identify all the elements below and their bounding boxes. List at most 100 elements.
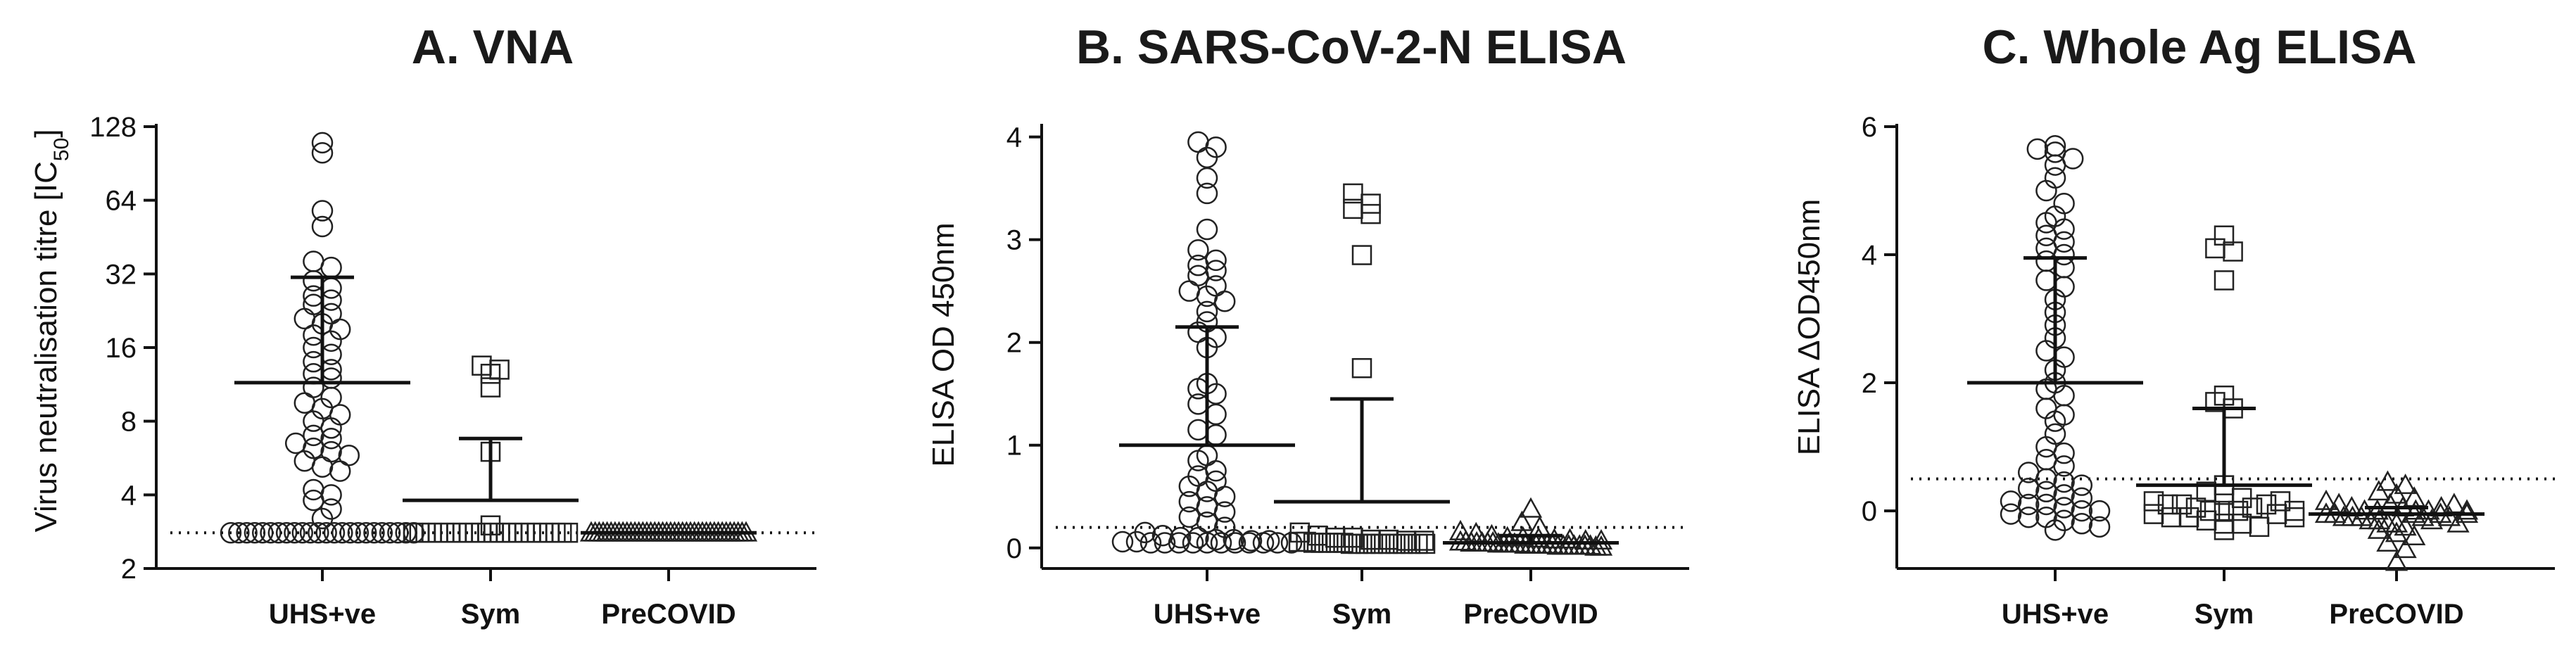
y-axis-label-vna: Virus neutralisation titre [IC50] [29, 129, 73, 532]
data-point-circle [236, 521, 258, 544]
data-point-square [2242, 497, 2263, 518]
data-point-circle [267, 521, 290, 544]
data-point-circle [1205, 424, 1227, 446]
data-point-triangle [1448, 519, 1472, 540]
y-tick-label: 4 [1862, 240, 1877, 271]
data-point-circle [260, 521, 282, 544]
data-point-circle [1213, 485, 1236, 508]
data-point-circle [320, 427, 342, 450]
x-category-label: UHS+ve [269, 599, 376, 630]
x-category-label: UHS+ve [2002, 599, 2109, 630]
data-point-circle [303, 489, 324, 512]
data-point-triangle [2385, 483, 2408, 504]
data-point-square [1413, 531, 1434, 551]
data-point-circle [1266, 532, 1289, 554]
data-point-square [1351, 245, 1372, 265]
data-point-triangle [2376, 531, 2399, 552]
data-point-square [427, 522, 448, 543]
data-point-square [1343, 183, 1363, 204]
data-point-circle [311, 132, 334, 154]
data-point-circle [303, 285, 324, 307]
data-point-circle [311, 507, 334, 530]
data-point-circle [1196, 167, 1218, 189]
data-point-circle [2053, 484, 2075, 506]
data-point-circle [303, 350, 324, 373]
data-point-circle [1125, 531, 1148, 553]
data-point-circle [2062, 148, 2084, 170]
data-point-circle [1196, 496, 1218, 518]
data-point-circle [1196, 182, 1218, 205]
y-tick-label: 4 [121, 480, 137, 511]
x-category-label: UHS+ve [1154, 599, 1261, 630]
data-point-circle [2000, 490, 2022, 512]
data-point-circle [2044, 519, 2066, 541]
data-point-circle [320, 367, 342, 389]
data-point-circle [320, 417, 342, 439]
data-point-square [2249, 516, 2270, 538]
data-point-square [2223, 241, 2243, 262]
data-point-square [2228, 500, 2249, 521]
data-point-circle [1187, 419, 1209, 441]
data-point-triangle [2455, 499, 2479, 520]
data-point-circle [299, 521, 322, 544]
y-tick-label: 16 [106, 333, 137, 364]
data-point-circle [228, 521, 250, 544]
data-point-circle [2053, 404, 2075, 426]
data-point-circle [2053, 455, 2075, 477]
data-point-square [1360, 203, 1381, 224]
data-point-triangle [1589, 535, 1613, 556]
data-point-square [2214, 270, 2235, 291]
data-point-circle [339, 521, 361, 544]
data-point-circle [320, 277, 342, 299]
data-point-circle [315, 521, 337, 544]
data-point-circle [1196, 532, 1218, 554]
data-point-triangle [2437, 505, 2461, 526]
data-point-circle [355, 521, 377, 544]
data-point-triangle [2394, 474, 2417, 495]
y-axis-label-n-elisa: ELISA OD 450nm [926, 222, 961, 466]
data-point-triangle [2394, 538, 2417, 559]
y-tick-label: 2 [1006, 328, 1022, 359]
data-point-circle [2017, 506, 2040, 528]
data-point-square [1296, 531, 1316, 552]
data-point-circle [1139, 532, 1162, 554]
data-point-circle [2053, 471, 2075, 493]
data-point-triangle [2376, 470, 2399, 491]
data-point-circle [2088, 516, 2111, 538]
x-category-label: PreCOVID [2329, 599, 2463, 630]
y-axis-label-whole-ag: ELISA ΔOD450nm [1792, 199, 1826, 455]
data-point-circle [2044, 410, 2066, 432]
y-tick-label: 2 [1862, 368, 1877, 399]
data-point-circle [1196, 218, 1218, 241]
x-category-label: Sym [461, 599, 521, 630]
data-point-circle [332, 521, 353, 544]
data-point-circle [320, 256, 342, 279]
data-point-square [520, 522, 541, 543]
x-category-label: Sym [2195, 599, 2254, 630]
data-point-circle [2035, 481, 2057, 503]
data-point-circle [2035, 493, 2057, 516]
data-point-circle [311, 142, 334, 164]
data-point-square [1415, 533, 1436, 554]
x-category-label: PreCOVID [601, 599, 735, 630]
data-point-circle [1187, 131, 1209, 153]
data-point-circle [1178, 490, 1201, 513]
y-tick-label: 3 [1006, 225, 1022, 256]
data-point-circle [1154, 532, 1176, 554]
data-point-circle [320, 359, 342, 381]
data-point-square [2214, 520, 2235, 540]
data-point-circle [2071, 487, 2093, 509]
data-point-triangle [1589, 528, 1613, 550]
data-point-square [545, 522, 566, 543]
data-point-circle [251, 521, 274, 544]
data-point-circle [320, 343, 342, 365]
data-point-circle [2000, 503, 2022, 525]
data-point-circle [2035, 468, 2057, 490]
x-category-label: PreCOVID [1463, 599, 1598, 630]
panel-whole-ag-elisa: C. Whole Ag ELISA ELISA ΔOD450nm 0 2 4 6 UHS… [1792, 20, 2555, 630]
data-point-square [453, 522, 473, 543]
data-point-circle [1196, 300, 1218, 323]
data-point-circle [284, 521, 305, 544]
data-point-circle [244, 521, 266, 544]
